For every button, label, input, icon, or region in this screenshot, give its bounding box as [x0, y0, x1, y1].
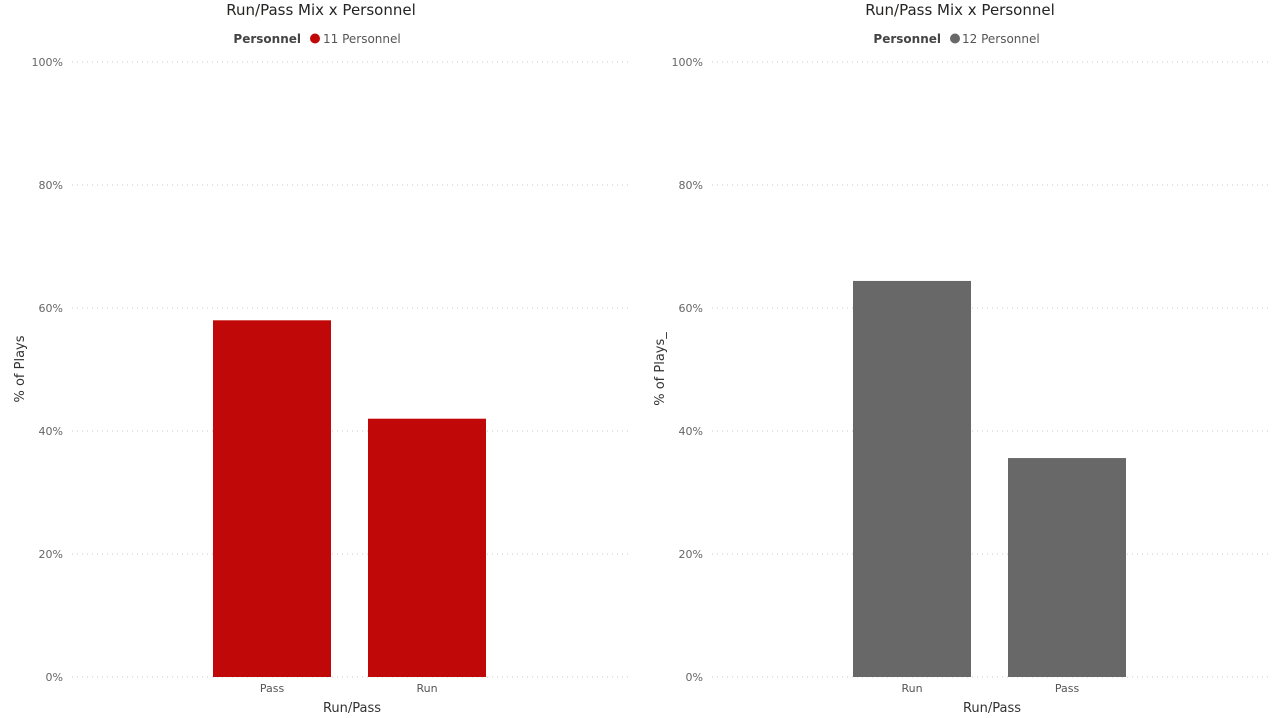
y-tick-label: 80% [679, 179, 703, 192]
y-axis-title: % of Plays_ [653, 332, 668, 406]
legend[interactable]: Personnel 11 Personnel [233, 32, 400, 46]
gridlines [712, 61, 1272, 678]
y-tick-label: 100% [672, 56, 703, 69]
x-axis-title: Run/Pass [963, 701, 1021, 716]
legend-item-label: 11 Personnel [323, 32, 401, 46]
y-tick-label: 0% [686, 671, 703, 684]
x-tick-label: Pass [260, 682, 285, 695]
y-tick-label: 100% [32, 56, 63, 69]
y-tick-label: 0% [46, 671, 63, 684]
x-axis-title: Run/Pass [323, 701, 381, 716]
chart-panel-11-personnel: Run/Pass Mix x Personnel Personnel 11 Pe… [13, 1, 632, 716]
bar-run[interactable] [853, 280, 971, 677]
chart-svg: Run/Pass Mix x Personnel Personnel 11 Pe… [13, 1, 632, 716]
gridlines [72, 61, 632, 678]
y-tick-label: 60% [679, 302, 703, 315]
x-tick-label: Run [901, 682, 922, 695]
chart-svg: Run/Pass Mix x Personnel Personnel 12 Pe… [653, 1, 1272, 716]
y-tick-label: 20% [39, 548, 63, 561]
legend-marker [310, 33, 320, 44]
x-axis-ticks: Pass Run [260, 682, 438, 695]
bars [853, 280, 1126, 677]
y-axis-ticks: 0% 20% 40% 60% 80% 100% [32, 56, 63, 684]
chart-title: Run/Pass Mix x Personnel [865, 1, 1055, 19]
legend-marker [950, 33, 960, 44]
y-axis-ticks: 0% 20% 40% 60% 80% 100% [672, 56, 703, 684]
y-tick-label: 40% [679, 425, 703, 438]
y-tick-label: 60% [39, 302, 63, 315]
x-tick-label: Run [416, 682, 437, 695]
chart-panel-12-personnel: Run/Pass Mix x Personnel Personnel 12 Pe… [640, 0, 1274, 718]
legend-item-label: 12 Personnel [962, 32, 1040, 46]
x-tick-label: Pass [1055, 682, 1080, 695]
legend-title: Personnel [233, 32, 301, 46]
bars [213, 320, 486, 677]
legend-title: Personnel [873, 32, 941, 46]
bar-run[interactable] [368, 418, 486, 677]
y-tick-label: 80% [39, 179, 63, 192]
x-axis-ticks: Run Pass [901, 682, 1079, 695]
bar-pass[interactable] [1008, 458, 1126, 677]
chart-title: Run/Pass Mix x Personnel [226, 1, 416, 19]
bar-pass[interactable] [213, 320, 331, 677]
y-tick-label: 40% [39, 425, 63, 438]
y-tick-label: 20% [679, 548, 703, 561]
legend[interactable]: Personnel 12 Personnel [873, 32, 1039, 46]
y-axis-title: % of Plays [13, 335, 28, 402]
